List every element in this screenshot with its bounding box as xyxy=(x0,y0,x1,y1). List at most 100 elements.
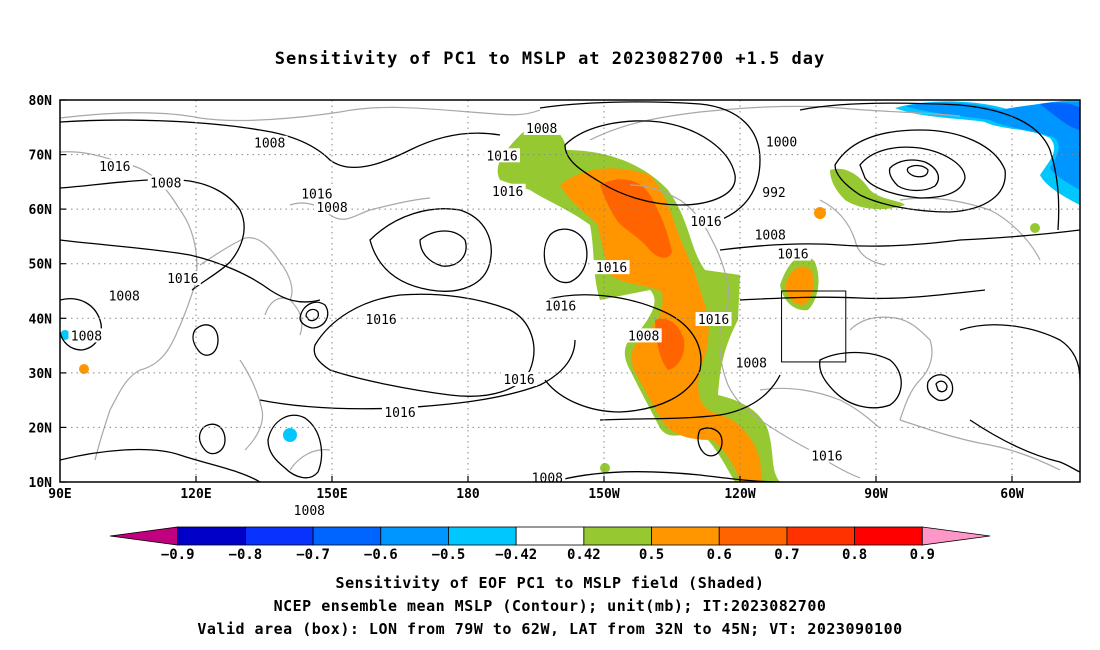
contour-label-bg xyxy=(501,372,537,387)
mslp-contours xyxy=(60,101,1080,482)
colorbar: −0.9 −0.8 −0.7 −0.6 −0.5 −0.42 0.42 0.5 0.6 0.7 0.… xyxy=(109,526,991,563)
lon-label-120w: 120W xyxy=(724,487,755,502)
contour-label-bg xyxy=(484,148,520,163)
contour-label: 992 xyxy=(762,186,785,201)
contour-label-bg xyxy=(363,312,400,327)
lon-label-60w: 60W xyxy=(1000,487,1024,502)
positive-sensitivity-region xyxy=(1030,223,1040,233)
colorbar-label: −0.5 xyxy=(432,547,466,563)
contour-label: 1008 xyxy=(526,122,557,137)
positive-sensitivity-region xyxy=(497,125,780,482)
lat-axis-labels: 80N 70N 60N 50N 40N 30N 20N 10N xyxy=(29,94,53,491)
lat-label-20n: 20N xyxy=(29,421,53,436)
caption-valid-area: Valid area (box): LON from 79W to 62W, L… xyxy=(197,620,903,638)
axis-ticks xyxy=(60,99,1013,483)
colorbar-swatch xyxy=(651,526,720,546)
contour-label-bg xyxy=(808,448,845,463)
lon-label-90e: 90E xyxy=(48,487,71,502)
contour-label: 1008 xyxy=(150,177,181,192)
contour-label-bg xyxy=(688,213,724,228)
map-frame xyxy=(59,99,1081,483)
contour-label-bg xyxy=(542,298,579,313)
contour-label: 1008 xyxy=(71,329,102,344)
contour-label-bg xyxy=(593,260,630,275)
valid-area-box xyxy=(781,290,847,363)
colorbar-swatch xyxy=(380,526,449,546)
colorbar-label: 0.9 xyxy=(910,547,935,563)
contour-label-bg xyxy=(489,183,526,198)
sensitivity-shading xyxy=(60,100,1080,482)
contour-label-bg xyxy=(752,227,789,242)
positive-sensitivity-region xyxy=(830,168,905,210)
valid-area-rectangle xyxy=(781,290,847,363)
contour-label-bg xyxy=(763,134,800,149)
lat-label-10n: 10N xyxy=(29,476,53,491)
contour-label-bg xyxy=(523,121,560,136)
lon-axis-labels: 90E 120E 150E 180 150W 120W 90W 60W xyxy=(48,487,1024,502)
lon-label-120e: 120E xyxy=(180,487,211,502)
colorbar-label: −0.8 xyxy=(229,547,263,563)
negative-sensitivity-region xyxy=(60,330,70,340)
colorbar-swatch xyxy=(177,526,246,546)
colorbar-swatch xyxy=(718,526,788,546)
lat-label-60n: 60N xyxy=(29,203,53,218)
colorbar-label: −0.42 xyxy=(495,547,537,563)
contour-label-bg xyxy=(251,135,288,150)
contour-label-bg xyxy=(733,355,770,370)
colorbar-swatch xyxy=(244,526,314,546)
contour-label-bg xyxy=(96,159,133,174)
lon-label-90w: 90W xyxy=(864,487,888,502)
lon-label-150e: 150E xyxy=(316,487,347,502)
contour-label: 1016 xyxy=(698,313,729,328)
contour-label: 1008 xyxy=(532,471,563,486)
contour-label-bg xyxy=(147,175,184,190)
contour-label: 1016 xyxy=(99,160,130,175)
positive-sensitivity-region xyxy=(655,318,685,370)
contour-label: 1016 xyxy=(384,406,415,421)
lon-label-180: 180 xyxy=(456,487,480,502)
contour-label: 1016 xyxy=(545,299,576,314)
contour-label: 1016 xyxy=(365,313,396,328)
colorbar-label: 0.7 xyxy=(774,547,799,563)
caption-contour: NCEP ensemble mean MSLP (Contour); unit(… xyxy=(273,597,827,615)
contour-labels: 1008 1016 1008 1016 1008 1016 1008 1016 1008 1016… xyxy=(68,121,845,519)
colorbar-label: 0.42 xyxy=(567,547,601,563)
colorbar-swatch xyxy=(109,526,179,546)
contour-label-bg xyxy=(298,186,335,201)
contour-label: 1016 xyxy=(492,185,523,200)
lat-label-50n: 50N xyxy=(29,258,53,273)
lat-label-30n: 30N xyxy=(29,367,53,382)
contour-label: 1008 xyxy=(628,329,659,344)
contour-label-bg xyxy=(760,184,788,199)
contour-label-bg xyxy=(291,503,328,518)
contour-label: 1016 xyxy=(167,272,198,287)
positive-sensitivity-region xyxy=(79,364,89,374)
colorbar-label: 0.5 xyxy=(639,547,664,563)
contour-label-bg xyxy=(625,328,662,343)
colorbar-swatch xyxy=(786,526,856,546)
contour-label: 1008 xyxy=(254,137,285,152)
contour-label: 1016 xyxy=(811,449,842,464)
contour-label: 1008 xyxy=(316,201,347,216)
page-title: Sensitivity of PC1 to MSLP at 2023082700… xyxy=(274,49,826,69)
colorbar-label: −0.7 xyxy=(296,547,330,563)
positive-sensitivity-region xyxy=(600,463,610,473)
contour-label-bg xyxy=(774,246,811,261)
contour-label: 1016 xyxy=(777,248,808,263)
colorbar-label: −0.6 xyxy=(364,547,398,563)
negative-sensitivity-region xyxy=(283,428,297,442)
contour-label-bg xyxy=(529,470,566,485)
contour-label-bg xyxy=(695,312,732,327)
contour-label-bg xyxy=(314,200,350,215)
contour-label-bg xyxy=(382,404,418,419)
colorbar-swatch xyxy=(448,526,517,546)
colorbar-label: −0.9 xyxy=(161,547,195,563)
colorbar-swatch xyxy=(854,526,923,546)
colorbar-label: 0.6 xyxy=(707,547,732,563)
colorbar-swatch xyxy=(921,526,991,546)
lon-label-150w: 150W xyxy=(588,487,619,502)
contour-label-bg xyxy=(164,271,201,286)
contour-label: 1016 xyxy=(486,149,517,164)
positive-sensitivity-region xyxy=(785,266,814,305)
